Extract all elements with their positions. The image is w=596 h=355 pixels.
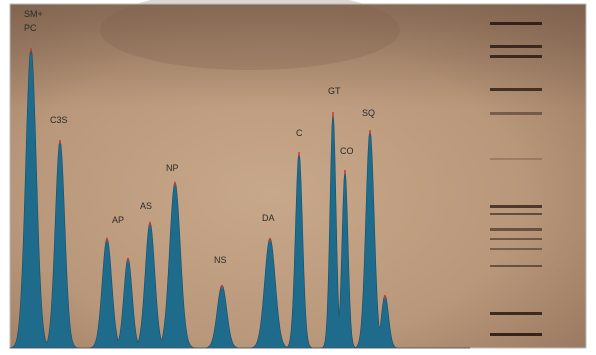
peak-label: DA [262, 213, 275, 223]
peak-label: AP [112, 215, 124, 225]
peak-label: CO [340, 146, 354, 156]
tlc-band [490, 55, 542, 58]
tlc-band [490, 45, 542, 48]
peak-label: C3S [50, 115, 68, 125]
tlc-band [490, 22, 542, 25]
peak-label: NS [214, 255, 227, 265]
peak-label: PC [24, 23, 37, 33]
peak-label: GT [328, 86, 341, 96]
peak-label: AS [140, 201, 152, 211]
tlc-band [490, 213, 542, 215]
tlc-band [490, 88, 542, 91]
tlc-band [490, 265, 542, 267]
peak-label: C [296, 128, 303, 138]
tlc-band [490, 158, 542, 160]
peak-label: SQ [362, 108, 375, 118]
tlc-band [490, 333, 542, 336]
tlc-band [490, 248, 542, 250]
tlc-band [490, 228, 542, 231]
tlc-band [490, 205, 542, 208]
tlc-band [490, 312, 542, 315]
tlc-band [490, 112, 542, 115]
peak-label: SM+ [24, 9, 43, 19]
chromatogram-figure: SM+ PC C3S AP AS NP NS DA C GT CO SQ [0, 0, 596, 355]
tlc-band [490, 238, 542, 240]
peak-label: NP [166, 163, 179, 173]
